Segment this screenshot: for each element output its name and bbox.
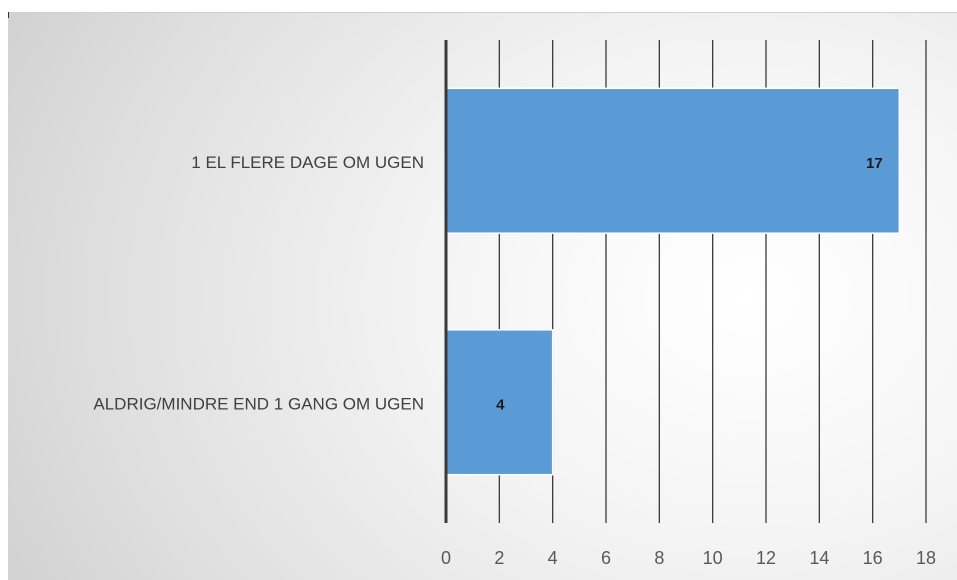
bar [445,87,901,234]
corner-tick [8,12,9,18]
x-tick-label: 6 [601,548,611,568]
category-labels: 1 EL FLERE DAGE OM UGEN ALDRIG/MINDRE END… [93,153,424,414]
bar [445,329,554,476]
data-labels: 17 4 [496,155,883,414]
x-tick-label: 2 [494,548,504,568]
x-tick-label: 18 [916,548,936,568]
x-tick-label: 10 [703,548,723,568]
value-axis: 0 2 4 6 8 10 12 14 16 18 [441,40,936,568]
x-tick-label: 16 [863,548,883,568]
data-label: 4 [496,396,505,413]
data-label: 17 [866,155,883,172]
x-tick-label: 8 [654,548,664,568]
bars [445,87,901,476]
x-tick-label: 14 [809,548,829,568]
x-tick-label: 0 [441,548,451,568]
x-tick-label: 4 [548,548,558,568]
x-tick-label: 12 [756,548,776,568]
category-label: ALDRIG/MINDRE END 1 GANG OM UGEN [93,394,424,413]
category-label: 1 EL FLERE DAGE OM UGEN [191,153,424,172]
